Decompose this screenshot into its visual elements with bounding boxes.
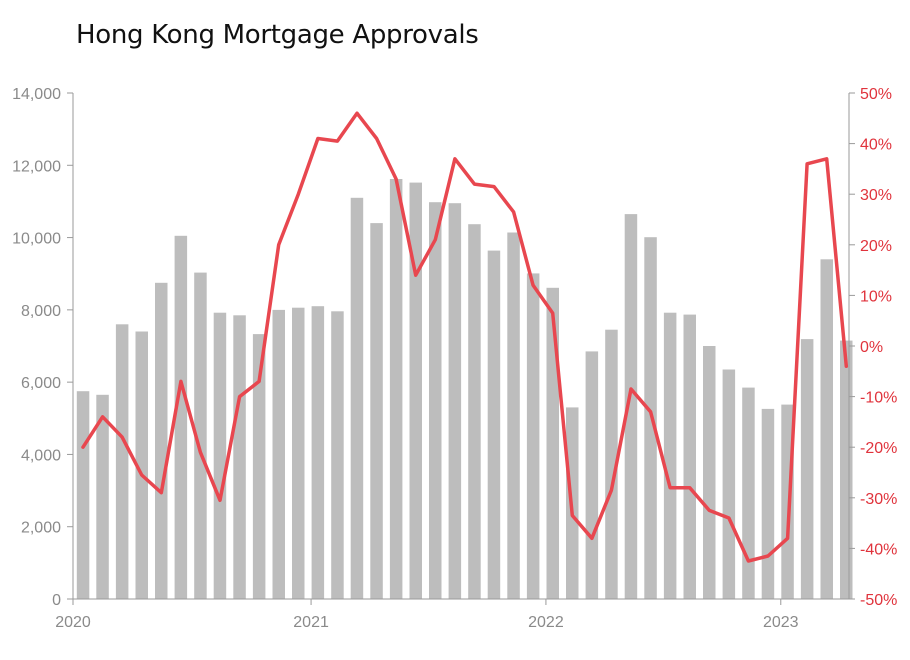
bar: [233, 315, 246, 599]
left-tick-label: 0: [52, 592, 61, 609]
bar: [76, 391, 90, 599]
bar: [605, 329, 618, 599]
left-tick-label: 10,000: [12, 231, 61, 248]
right-tick-label: 40%: [860, 137, 892, 154]
bar: [292, 307, 305, 599]
bar: [135, 331, 148, 599]
right-tick-label: 0%: [860, 339, 883, 356]
bar: [840, 340, 853, 599]
x-tick-label: 2022: [528, 614, 564, 631]
bar: [703, 346, 716, 599]
right-tick-label: 10%: [860, 288, 892, 305]
left-tick-label: 14,000: [12, 86, 61, 103]
bar: [174, 235, 188, 600]
right-tick-label: -30%: [860, 491, 897, 508]
bar: [115, 324, 129, 599]
bar: [311, 306, 325, 599]
bar: [331, 311, 344, 599]
bar: [761, 408, 775, 599]
bar: [526, 273, 540, 599]
series-line: [81, 111, 849, 563]
left-tick-label: 8,000: [21, 303, 61, 320]
bar: [389, 179, 403, 599]
right-tick-label: 50%: [860, 86, 892, 103]
bar: [194, 272, 207, 599]
bar: [546, 287, 559, 599]
left-tick-label: 4,000: [21, 447, 61, 464]
bar: [624, 214, 638, 599]
right-tick-label: -10%: [860, 390, 897, 407]
bar: [370, 223, 383, 599]
bar: [96, 394, 109, 599]
bar: [722, 369, 736, 599]
bar: [742, 387, 755, 599]
bar: [683, 314, 696, 599]
bar: [448, 203, 462, 599]
bar: [820, 259, 833, 599]
bar: [800, 339, 814, 599]
bar: [350, 197, 364, 600]
right-tick-label: -50%: [860, 592, 897, 609]
bar: [213, 312, 227, 599]
x-tick-label: 2023: [763, 614, 799, 631]
x-tick-label: 2020: [55, 614, 91, 631]
right-tick-label: -40%: [860, 541, 897, 558]
right-tick-label: 30%: [860, 187, 892, 204]
left-tick-label: 2,000: [21, 520, 61, 537]
bar: [252, 334, 266, 599]
bar: [487, 250, 501, 599]
bar: [663, 312, 677, 599]
right-tick-label: 20%: [860, 238, 892, 255]
bar: [585, 351, 599, 599]
bar: [468, 224, 481, 599]
bar: [272, 309, 285, 599]
bar: [409, 182, 422, 599]
right-tick-label: -20%: [860, 440, 897, 457]
x-tick-label: 2021: [293, 614, 329, 631]
bar: [429, 202, 442, 599]
bar: [507, 232, 520, 599]
left-tick-label: 12,000: [12, 158, 61, 175]
bar: [155, 282, 168, 600]
left-tick-label: 6,000: [21, 375, 61, 392]
chart-title: Hong Kong Mortgage Approvals: [76, 20, 479, 50]
